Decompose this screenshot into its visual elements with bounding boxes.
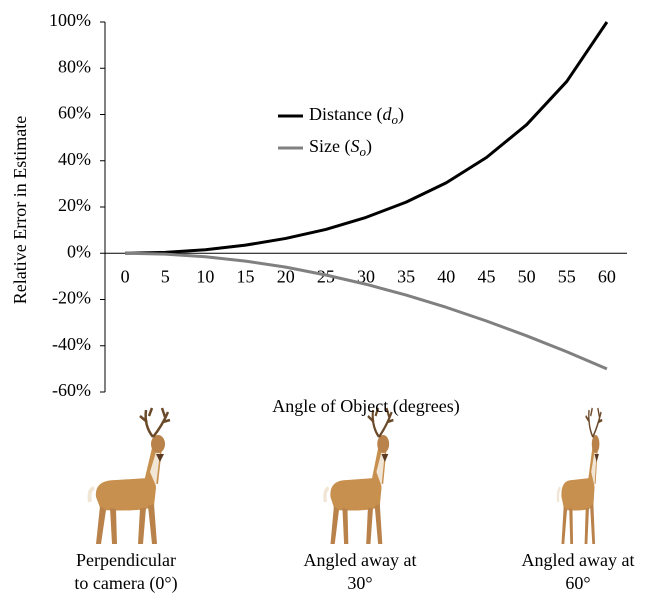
y-tick-label: -40%	[52, 334, 91, 354]
y-tick-label: -60%	[52, 380, 91, 400]
x-tick-label: 60	[598, 266, 616, 286]
caption: 30°	[347, 573, 372, 593]
caption: Perpendicular	[76, 550, 176, 570]
chart: Relative Error in Estimate Angle of Obje…	[0, 0, 646, 598]
x-tick-label: 15	[237, 266, 255, 286]
x-tick-label: 10	[196, 266, 214, 286]
x-tick-label: 0	[121, 266, 130, 286]
y-axis-title: Relative Error in Estimate	[10, 116, 30, 304]
deer-0	[90, 408, 171, 544]
x-tick-label: 40	[437, 266, 455, 286]
caption: to camera (0°)	[74, 573, 177, 594]
caption: Angled away at	[522, 550, 635, 570]
y-tick-label: 40%	[58, 149, 91, 169]
x-tick-label: 5	[161, 266, 170, 286]
legend-label: Size (So)	[309, 136, 372, 159]
y-tick-label: 0%	[67, 241, 91, 261]
y-tick-label: 80%	[58, 56, 91, 76]
caption: 60°	[565, 573, 590, 593]
deer-60	[558, 408, 602, 544]
y-tick-label: 60%	[58, 103, 91, 123]
x-tick-label: 55	[558, 266, 576, 286]
x-axis-title: Angle of Object (degrees)	[272, 396, 459, 417]
x-tick-label: 45	[477, 266, 495, 286]
caption: Angled away at	[304, 550, 417, 570]
x-tick-label: 50	[518, 266, 536, 286]
y-tick-label: -20%	[52, 288, 91, 308]
x-tick-label: 35	[397, 266, 415, 286]
y-tick-label: 20%	[58, 195, 91, 215]
deer-30	[325, 408, 393, 544]
legend-label: Distance (do)	[309, 104, 404, 127]
y-tick-label: 100%	[49, 10, 91, 30]
